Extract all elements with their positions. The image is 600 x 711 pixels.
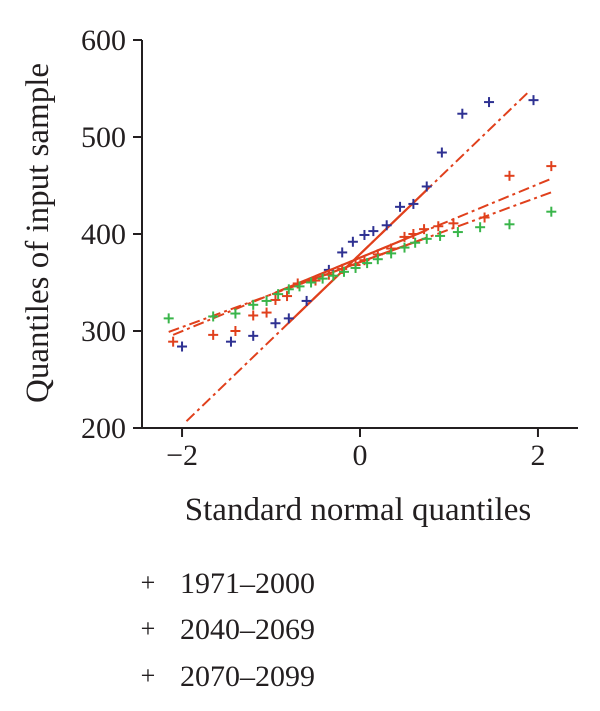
data-point — [504, 219, 515, 230]
data-point — [208, 311, 219, 322]
legend-label: 1971–2000 — [180, 567, 315, 600]
data-point — [421, 233, 432, 244]
data-point — [261, 295, 272, 306]
data-point — [261, 307, 272, 318]
data-point — [168, 336, 179, 347]
data-point — [395, 201, 406, 212]
data-point — [328, 270, 339, 281]
y-tick-label: 500 — [81, 121, 126, 154]
data-point — [436, 147, 447, 158]
data-point — [408, 198, 419, 209]
data-point — [283, 284, 294, 295]
y-tick-label: 300 — [81, 315, 126, 348]
data-point — [421, 181, 432, 192]
legend-item: + 1971–2000 — [141, 567, 315, 600]
series-2 — [168, 161, 557, 347]
data-point — [338, 266, 349, 277]
data-point — [230, 326, 241, 336]
legend-marker-plus-icon: + — [141, 661, 156, 690]
data-point — [225, 336, 236, 347]
data-point — [270, 294, 281, 305]
legend-item: + 2040–2069 — [141, 613, 315, 646]
data-point — [317, 273, 328, 284]
data-point — [433, 221, 444, 232]
data-point — [484, 97, 495, 108]
data-point — [399, 231, 410, 242]
data-point — [248, 299, 259, 310]
x-axis-label: Standard normal quantiles — [185, 492, 531, 528]
data-point — [294, 281, 305, 292]
data-point — [282, 291, 293, 302]
x-tick-label: 0 — [353, 439, 368, 472]
data-point — [399, 242, 410, 253]
data-point — [419, 224, 430, 235]
series-1 — [177, 90, 539, 422]
data-point — [283, 313, 294, 324]
data-point — [475, 222, 486, 233]
data-point — [435, 230, 446, 241]
plot-area — [163, 90, 557, 422]
data-point — [408, 229, 419, 239]
data-point — [273, 289, 284, 300]
data-point — [368, 226, 379, 237]
y-tick-label: 400 — [81, 218, 126, 251]
data-point — [163, 313, 174, 324]
data-point — [248, 330, 259, 341]
data-point — [306, 277, 317, 288]
legend: + 1971–2000 + 2040–2069 + 2070–2099 — [141, 567, 315, 693]
data-point — [452, 227, 463, 238]
legend-label: 2070–2099 — [180, 660, 315, 693]
data-point — [546, 161, 557, 172]
data-point — [248, 310, 259, 321]
legend-item: + 2070–2099 — [141, 660, 315, 693]
y-tick-label: 200 — [81, 412, 126, 445]
data-point — [457, 108, 468, 119]
x-tick-label: −2 — [166, 439, 198, 472]
data-point — [359, 229, 370, 240]
data-point — [504, 170, 515, 181]
legend-label: 2040–2069 — [180, 613, 315, 646]
data-point — [347, 236, 358, 247]
data-point — [528, 95, 539, 106]
legend-marker-plus-icon: + — [141, 568, 156, 597]
fit-line — [288, 236, 428, 290]
data-point — [350, 262, 361, 273]
data-point — [337, 247, 348, 258]
axis-ticks: 200 300 400 500 600 −2 0 2 — [81, 24, 545, 472]
data-point — [546, 206, 557, 217]
data-point — [381, 220, 392, 231]
data-point — [386, 248, 397, 259]
x-tick-label: 2 — [530, 439, 545, 472]
y-axis-label: Quantiles of input sample — [20, 63, 56, 403]
fit-line — [288, 189, 428, 324]
data-point — [270, 318, 281, 329]
legend-marker-plus-icon: + — [141, 614, 156, 643]
data-point — [448, 218, 459, 229]
series-3 — [163, 191, 557, 333]
data-point — [362, 258, 373, 269]
y-tick-label: 600 — [81, 24, 126, 57]
data-point — [230, 308, 241, 319]
data-point — [410, 237, 421, 248]
data-point — [301, 295, 312, 306]
data-point — [372, 254, 383, 265]
data-point — [177, 341, 188, 352]
data-point — [208, 329, 219, 340]
